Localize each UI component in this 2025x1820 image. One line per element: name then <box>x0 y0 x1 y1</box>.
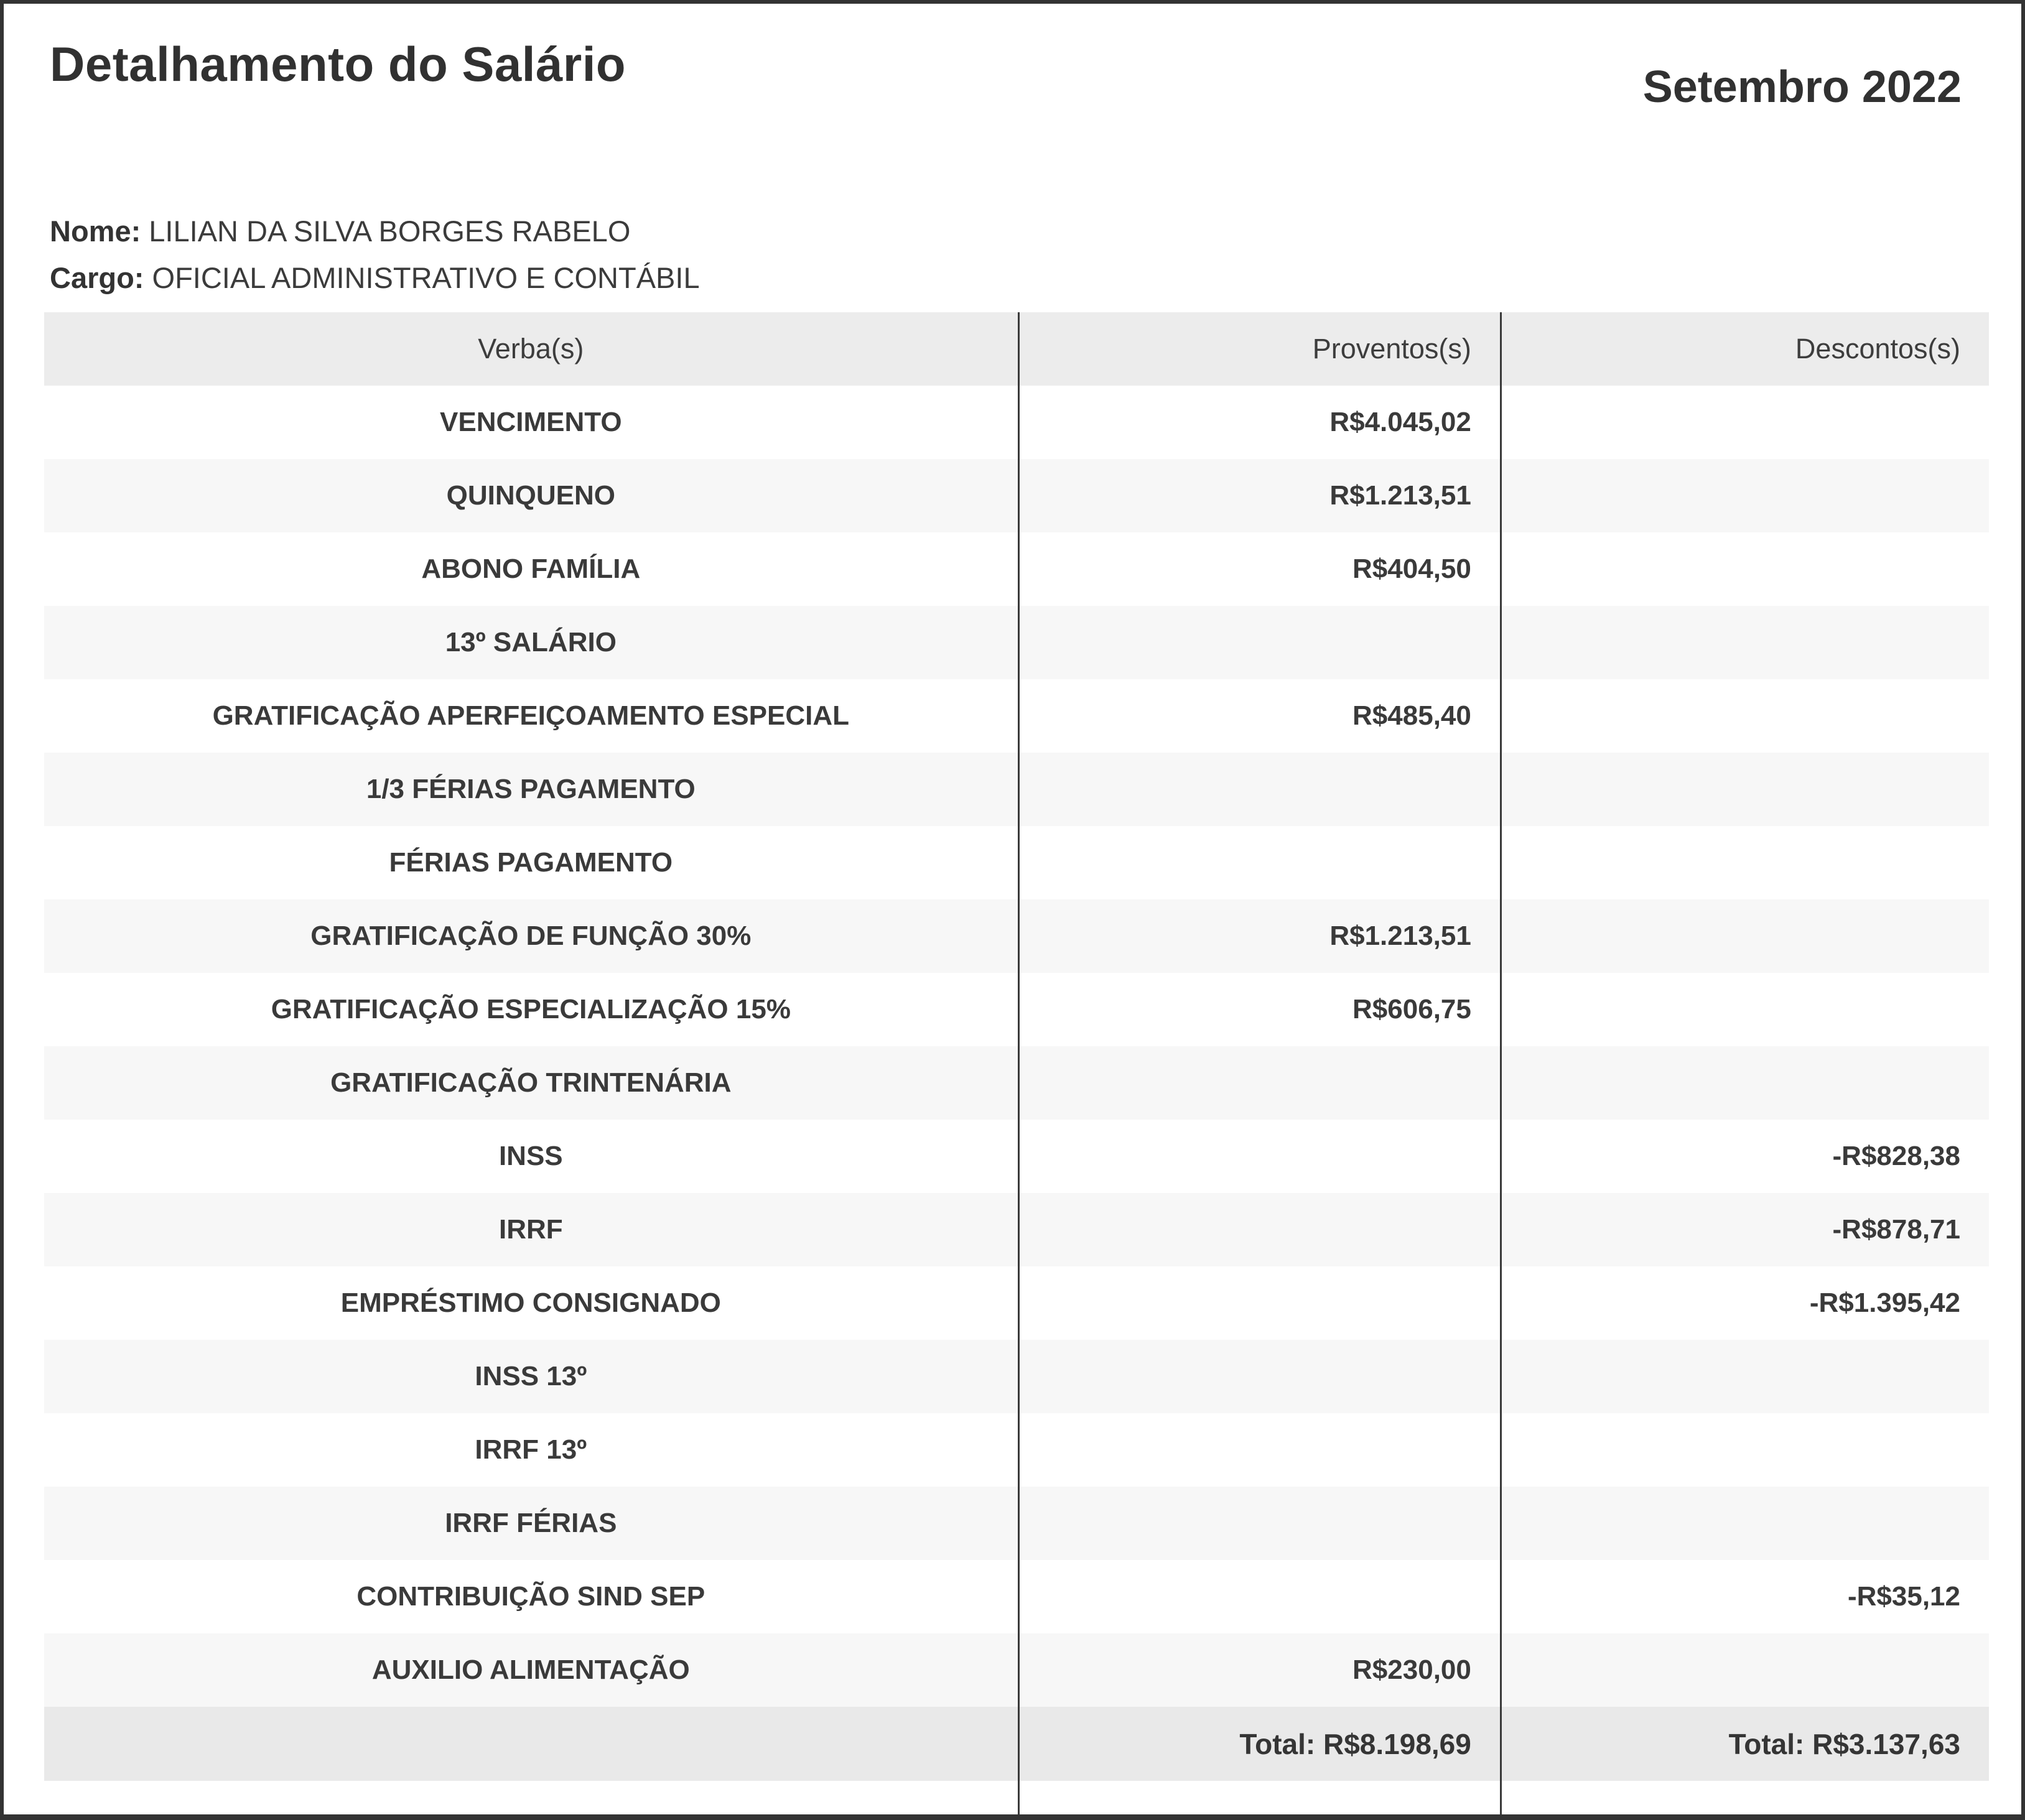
verba-cell: ABONO FAMÍLIA <box>421 554 641 585</box>
footer-spacer-row <box>44 1781 1989 1814</box>
page-header: Detalhamento do Salário Setembro 2022 <box>4 4 2021 109</box>
descontos-cell: -R$1.395,42 <box>1499 1266 1989 1340</box>
descontos-cell <box>1499 826 1989 900</box>
proventos-cell: R$1.213,51 <box>1017 899 1501 973</box>
descontos-cell <box>1499 606 1989 680</box>
verba-cell: GRATIFICAÇÃO APERFEIÇOAMENTO ESPECIAL <box>212 700 850 731</box>
descontos-cell <box>1499 1046 1989 1120</box>
role-label: Cargo: <box>50 261 144 295</box>
descontos-cell <box>1499 1633 1989 1707</box>
proventos-cell: R$1.213,51 <box>1017 459 1501 533</box>
descontos-cell <box>1499 679 1989 753</box>
descontos-cell: -R$35,12 <box>1499 1560 1989 1634</box>
name-value: LILIAN DA SILVA BORGES RABELO <box>149 215 631 248</box>
table-row: VENCIMENTO R$4.045,02 <box>44 386 1989 460</box>
descontos-cell <box>1499 899 1989 973</box>
verba-cell: GRATIFICAÇÃO DE FUNÇÃO 30% <box>310 921 752 952</box>
proventos-cell <box>1017 1340 1501 1414</box>
period-label: Setembro 2022 <box>1642 62 1962 112</box>
proventos-cell <box>1017 1487 1501 1561</box>
table-row: GRATIFICAÇÃO ESPECIALIZAÇÃO 15% R$606,75 <box>44 973 1989 1047</box>
verba-cell: FÉRIAS PAGAMENTO <box>389 847 673 878</box>
table-row: IRRF 13º <box>44 1413 1989 1487</box>
verba-cell: IRRF FÉRIAS <box>445 1508 617 1539</box>
table-row: FÉRIAS PAGAMENTO <box>44 826 1989 900</box>
verba-cell: INSS <box>498 1141 563 1172</box>
verba-cell: GRATIFICAÇÃO ESPECIALIZAÇÃO 15% <box>271 994 791 1025</box>
proventos-cell <box>1017 1193 1501 1267</box>
employee-role-line: Cargo: OFICIAL ADMINISTRATIVO E CONTÁBIL <box>50 254 1975 301</box>
descontos-cell <box>1499 532 1989 606</box>
column-header-descontos: Descontos(s) <box>1499 312 1989 386</box>
verba-cell: CONTRIBUIÇÃO SIND SEP <box>356 1581 705 1612</box>
table-row: IRRF -R$878,71 <box>44 1193 1989 1267</box>
proventos-cell: R$606,75 <box>1017 973 1501 1047</box>
table-row: GRATIFICAÇÃO DE FUNÇÃO 30% R$1.213,51 <box>44 899 1989 973</box>
employee-info: Nome: LILIAN DA SILVA BORGES RABELO Carg… <box>4 208 2021 301</box>
table-row: QUINQUENO R$1.213,51 <box>44 459 1989 533</box>
table-row: 13º SALÁRIO <box>44 606 1989 680</box>
descontos-cell <box>1499 753 1989 827</box>
table-row: ABONO FAMÍLIA R$404,50 <box>44 532 1989 606</box>
proventos-cell: R$404,50 <box>1017 532 1501 606</box>
table-row: IRRF FÉRIAS <box>44 1487 1989 1561</box>
proventos-cell <box>1017 1120 1501 1194</box>
descontos-cell <box>1499 459 1989 533</box>
proventos-cell <box>1017 1266 1501 1340</box>
proventos-cell <box>1017 606 1501 680</box>
proventos-cell: R$485,40 <box>1017 679 1501 753</box>
descontos-cell: -R$878,71 <box>1499 1193 1989 1267</box>
verba-cell: EMPRÉSTIMO CONSIGNADO <box>340 1288 721 1319</box>
proventos-cell <box>1017 1560 1501 1634</box>
table-row: AUXILIO ALIMENTAÇÃO R$230,00 <box>44 1633 1989 1707</box>
table-row: GRATIFICAÇÃO TRINTENÁRIA <box>44 1046 1989 1120</box>
verba-cell: IRRF <box>498 1214 563 1245</box>
descontos-cell <box>1499 1487 1989 1561</box>
total-proventos: Total: R$8.198,69 <box>1017 1707 1501 1781</box>
table-row: INSS 13º <box>44 1340 1989 1414</box>
verba-cell: 1/3 FÉRIAS PAGAMENTO <box>366 774 696 805</box>
descontos-cell <box>1499 386 1989 460</box>
proventos-cell: R$4.045,02 <box>1017 386 1501 460</box>
column-header-verba: Verba(s) <box>44 312 1019 386</box>
proventos-cell <box>1017 826 1501 900</box>
descontos-cell <box>1499 1413 1989 1487</box>
totals-empty-cell <box>44 1707 1019 1781</box>
proventos-cell <box>1017 753 1501 827</box>
proventos-cell <box>1017 1413 1501 1487</box>
descontos-cell <box>1499 973 1989 1047</box>
proventos-cell: R$230,00 <box>1017 1633 1501 1707</box>
table-row: CONTRIBUIÇÃO SIND SEP -R$35,12 <box>44 1560 1989 1634</box>
verba-cell: GRATIFICAÇÃO TRINTENÁRIA <box>330 1067 732 1098</box>
total-descontos: Total: R$3.137,63 <box>1499 1707 1989 1781</box>
page-title: Detalhamento do Salário <box>50 37 626 91</box>
proventos-cell <box>1017 1046 1501 1120</box>
table-row: 1/3 FÉRIAS PAGAMENTO <box>44 753 1989 827</box>
descontos-cell <box>1499 1340 1989 1414</box>
table-row: INSS -R$828,38 <box>44 1120 1989 1194</box>
verba-cell: QUINQUENO <box>446 480 615 511</box>
totals-row: Total: R$8.198,69 Total: R$3.137,63 <box>44 1707 1989 1781</box>
verba-cell: IRRF 13º <box>475 1434 587 1465</box>
role-value: OFICIAL ADMINISTRATIVO E CONTÁBIL <box>152 261 700 295</box>
salary-table: Verba(s) Proventos(s) Descontos(s) VENCI… <box>44 312 1989 1814</box>
descontos-cell: -R$828,38 <box>1499 1120 1989 1194</box>
table-row: EMPRÉSTIMO CONSIGNADO -R$1.395,42 <box>44 1266 1989 1340</box>
verba-cell: INSS 13º <box>475 1361 587 1392</box>
employee-name-line: Nome: LILIAN DA SILVA BORGES RABELO <box>50 208 1975 254</box>
table-header-row: Verba(s) Proventos(s) Descontos(s) <box>44 312 1989 386</box>
verba-cell: AUXILIO ALIMENTAÇÃO <box>371 1655 690 1686</box>
verba-cell: VENCIMENTO <box>440 407 622 438</box>
name-label: Nome: <box>50 215 141 248</box>
verba-cell: 13º SALÁRIO <box>445 627 617 658</box>
column-header-proventos: Proventos(s) <box>1017 312 1501 386</box>
table-row: GRATIFICAÇÃO APERFEIÇOAMENTO ESPECIAL R$… <box>44 679 1989 753</box>
